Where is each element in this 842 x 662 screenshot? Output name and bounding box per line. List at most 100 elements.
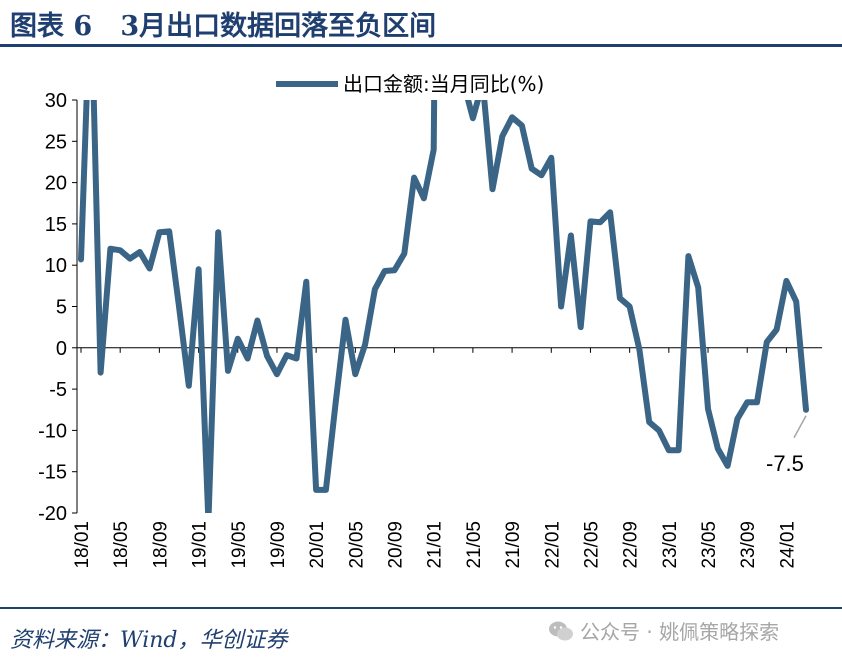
- x-tick-label: 21/05: [464, 521, 485, 569]
- data-point: [570, 234, 572, 236]
- data-point: [364, 343, 366, 345]
- data-point: [256, 320, 258, 322]
- y-tick-label: 0: [56, 338, 67, 360]
- y-tick-label: -5: [49, 379, 67, 401]
- x-tick-label: 24/01: [777, 521, 798, 569]
- data-point: [119, 249, 121, 251]
- data-point: [795, 301, 797, 303]
- data-point: [394, 269, 396, 271]
- y-tick-label: 30: [45, 90, 67, 112]
- y-tick-label: 15: [45, 214, 67, 236]
- y-tick-label: -15: [38, 462, 67, 484]
- data-point: [805, 409, 807, 411]
- annotation-group: -7.5: [766, 415, 807, 476]
- data-point: [687, 255, 689, 257]
- x-tick-label: 19/09: [268, 521, 289, 569]
- x-tick-label: 21/01: [425, 521, 446, 569]
- y-tick-label: -20: [38, 503, 67, 525]
- x-tick-label: 18/05: [111, 521, 132, 569]
- data-point: [139, 251, 141, 253]
- y-tick-label: 10: [45, 255, 67, 277]
- data-point: [540, 174, 542, 176]
- line-chart: 出口金额:当月同比(%) 30 25 20 15 10 5 0 -5 -10 -15 -20 18/…: [38, 68, 822, 569]
- x-axis: 18/01 18/05 18/09 19/01 19/05 19/09 20/01 20/05…: [72, 347, 822, 569]
- data-point: [736, 418, 738, 420]
- data-point: [766, 341, 768, 343]
- data-point: [717, 448, 719, 450]
- x-tick-label: 20/01: [307, 521, 328, 569]
- x-tick-label: 23/01: [660, 521, 681, 569]
- data-point: [325, 489, 327, 491]
- data-point: [501, 135, 503, 137]
- series-line-export-yoy: [78, 100, 809, 513]
- x-tick-label: 21/09: [503, 521, 524, 569]
- data-point: [609, 211, 611, 213]
- data-point: [423, 197, 425, 199]
- data-point: [100, 372, 102, 374]
- annotation-leader: [793, 415, 807, 439]
- x-tick-label: 22/05: [581, 521, 602, 569]
- data-point: [491, 188, 493, 190]
- data-point: [521, 125, 523, 127]
- data-point: [776, 329, 778, 331]
- x-tick-label: 22/09: [621, 521, 642, 569]
- data-point: [638, 348, 640, 350]
- watermark-text: 公众号 · 姚佩策略探索: [580, 620, 780, 644]
- data-point: [648, 421, 650, 423]
- data-point: [276, 373, 278, 375]
- data-point: [403, 253, 405, 255]
- x-tick-label: 23/05: [699, 521, 720, 569]
- x-tick-label: 23/09: [738, 521, 759, 569]
- data-point: [198, 268, 200, 270]
- data-point: [345, 319, 347, 321]
- data-point: [560, 306, 562, 307]
- data-point: [433, 149, 435, 151]
- data-point: [472, 117, 474, 119]
- data-point: [315, 489, 317, 491]
- data-point: [531, 168, 533, 170]
- annotation-label: -7.5: [766, 451, 804, 476]
- data-point: [707, 408, 709, 410]
- x-tick-label: 20/05: [346, 521, 367, 569]
- data-point: [384, 270, 386, 272]
- data-point: [413, 177, 415, 179]
- data-point: [668, 449, 670, 451]
- x-tick-label: 19/01: [190, 521, 211, 569]
- data-point: [727, 465, 729, 467]
- data-point: [296, 358, 298, 360]
- watermark: 公众号 · 姚佩策略探索: [548, 616, 779, 645]
- data-point: [80, 258, 82, 260]
- data-point: [178, 306, 180, 307]
- data-point: [335, 401, 337, 403]
- x-tick-label: 18/01: [72, 521, 93, 569]
- y-axis: 30 25 20 15 10 5 0 -5 -10 -15 -20: [38, 90, 78, 525]
- data-point: [217, 231, 219, 233]
- x-tick-label: 20/09: [386, 521, 407, 569]
- data-point: [354, 373, 356, 375]
- data-point: [305, 281, 307, 283]
- wechat-icon: [549, 621, 573, 640]
- x-tick-label: 18/09: [150, 521, 171, 569]
- data-point: [550, 157, 552, 159]
- data-point: [599, 221, 601, 223]
- data-point: [697, 287, 699, 289]
- data-point: [109, 248, 111, 250]
- data-point: [629, 306, 631, 307]
- data-point: [149, 268, 151, 270]
- title-rule: [0, 44, 842, 47]
- data-point: [286, 354, 288, 356]
- data-point: [247, 358, 249, 360]
- data-point: [746, 401, 748, 403]
- data-point: [511, 116, 513, 118]
- data-point: [266, 355, 268, 357]
- data-point: [227, 370, 229, 372]
- data-point: [580, 326, 582, 328]
- y-tick-label: 25: [45, 131, 67, 153]
- data-point: [619, 297, 621, 299]
- x-tick-label: 22/01: [542, 521, 563, 569]
- y-tick-label: -10: [38, 420, 67, 442]
- legend-label: 出口金额:当月同比(%): [343, 72, 544, 96]
- data-point: [158, 231, 160, 233]
- source-note: 资料来源：Wind，华创证券: [10, 628, 288, 653]
- data-point: [756, 401, 758, 403]
